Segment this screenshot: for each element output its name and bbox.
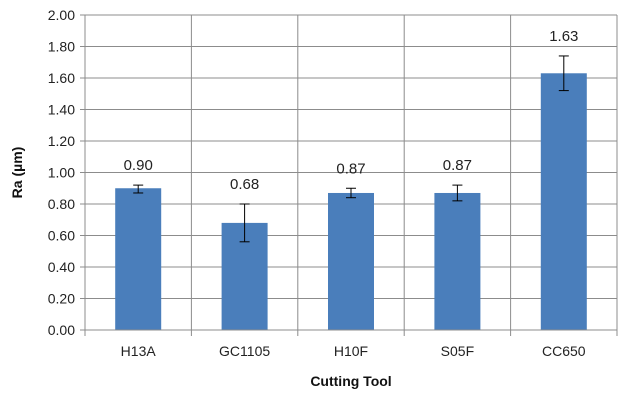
data-label: 0.87: [336, 160, 365, 177]
x-axis-title: Cutting Tool: [310, 373, 391, 389]
y-tick-label: 1.60: [48, 70, 75, 86]
y-tick-label: 0.60: [48, 228, 75, 244]
bars: [115, 73, 587, 331]
data-label: 0.90: [124, 157, 153, 174]
y-tick-label: 1.40: [48, 102, 75, 118]
x-axis-ticks: H13A GC1105 H10F S05F CC650: [121, 343, 586, 359]
bar-h13a: [115, 188, 162, 330]
data-label: 0.87: [443, 157, 472, 174]
bar-cc650: [540, 73, 587, 331]
y-axis-ticks: 0.00 0.20 0.40 0.60 0.80 1.00 1.20 1.40 1.60 1.80…: [48, 7, 75, 338]
y-tick-label: 1.00: [48, 165, 75, 181]
x-tick-label: H10F: [334, 343, 368, 359]
y-tick-label: 0.00: [48, 322, 75, 338]
data-labels: 0.90 0.68 0.87 0.87 1.63: [124, 28, 579, 193]
y-tick-label: 1.80: [48, 39, 75, 55]
error-bars: [133, 55, 569, 243]
bar-h10f: [328, 192, 374, 330]
y-tick-label: 1.20: [48, 133, 75, 149]
x-tick-label: CC650: [542, 343, 586, 359]
y-tick-label: 2.00: [48, 7, 75, 23]
data-label: 1.63: [549, 28, 578, 45]
x-tick-label: H13A: [121, 343, 157, 359]
y-tick-label: 0.20: [48, 291, 75, 307]
y-tick-label: 0.40: [48, 259, 75, 275]
y-tick-label: 0.80: [48, 196, 75, 212]
data-label: 0.68: [230, 176, 259, 193]
x-tick-label: S05F: [441, 343, 474, 359]
bar-s05f: [434, 192, 481, 330]
x-tick-label: GC1105: [219, 343, 270, 359]
y-axis-title: Ra (µm): [9, 147, 25, 199]
